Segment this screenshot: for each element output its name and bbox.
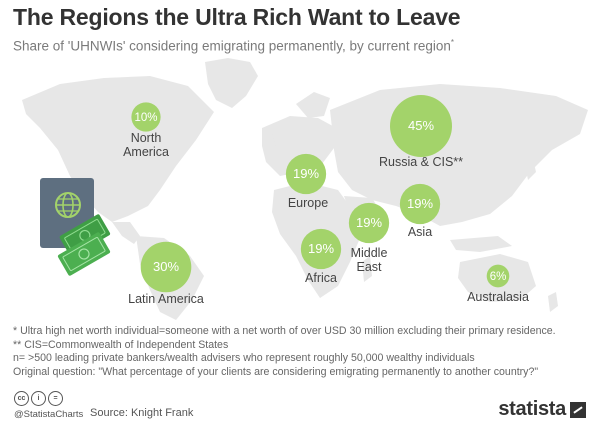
region-label-russia-cis: Russia & CIS** [379, 155, 463, 169]
region-label-middle-east: Middle East [351, 246, 388, 274]
land-north-america [22, 76, 214, 222]
value-label-africa: 19% [308, 241, 334, 256]
attribution-icon: i [31, 391, 46, 406]
footnote-cis: ** CIS=Commonwealth of Independent State… [13, 338, 229, 351]
footnotes: * Ultra high net worth individual=someon… [13, 325, 556, 379]
subtitle-footnote-mark: * [450, 38, 454, 47]
statista-logo-icon[interactable]: statista [498, 398, 586, 421]
bubble-layer: 10% North America 45% Russia & CIS** 19% Europ… [123, 95, 529, 306]
bubble-africa [300, 228, 342, 270]
value-label-middle-east: 19% [356, 215, 382, 230]
region-label-asia: Asia [408, 225, 432, 239]
land-madagascar [362, 256, 372, 282]
bubble-latin-america [140, 241, 192, 293]
bubble-europe [285, 153, 327, 195]
region-label-europe: Europe [288, 196, 328, 210]
twitter-handle[interactable]: @StatistaCharts [14, 409, 84, 420]
logo-mark-icon [570, 401, 586, 418]
land-central-america [112, 222, 140, 244]
footnote-sample: n= >500 leading private bankers/wealth a… [13, 352, 475, 365]
region-label-africa: Africa [305, 271, 337, 285]
land-indonesia [450, 236, 512, 252]
region-label-north-america: North America [123, 131, 169, 159]
value-label-europe: 19% [293, 166, 319, 181]
land-japan [524, 154, 536, 180]
region-label-australasia: Australasia [467, 290, 529, 304]
cash-icon [57, 214, 111, 276]
source-label: Source: Knight Frank [90, 407, 194, 419]
value-label-russia-cis: 45% [408, 118, 434, 133]
cc-icon: cc [14, 391, 29, 406]
land-uk [264, 134, 276, 152]
land-new-zealand [548, 292, 558, 312]
footnote-question: Original question: "What percentage of y… [13, 365, 539, 378]
bubble-russia-cis [390, 95, 452, 157]
region-label-latin-america: Latin America [128, 292, 204, 306]
value-label-asia: 19% [407, 196, 433, 211]
subtitle-text: Share of 'UHNWIs' considering emigrating… [13, 38, 451, 54]
land-scandinavia [296, 92, 330, 118]
footnote-uhnwi: * Ultra high net worth individual=someon… [13, 325, 556, 337]
chart-title: The Regions the Ultra Rich Want to Leave [13, 4, 461, 30]
no-derivatives-icon: = [48, 391, 63, 406]
bubble-asia [399, 183, 441, 225]
bubble-australasia [486, 264, 510, 288]
bubble-north-america [131, 102, 161, 132]
land-greenland [205, 58, 258, 108]
logo-text: statista [498, 398, 566, 420]
value-label-australasia: 6% [490, 271, 507, 283]
chart-subtitle: Share of 'UHNWIs' considering emigrating… [13, 38, 454, 54]
value-label-north-america: 10% [134, 112, 157, 124]
value-label-latin-america: 30% [153, 259, 179, 274]
bubble-middle-east [348, 202, 390, 244]
cc-license-icon[interactable]: cc i = [14, 391, 63, 406]
